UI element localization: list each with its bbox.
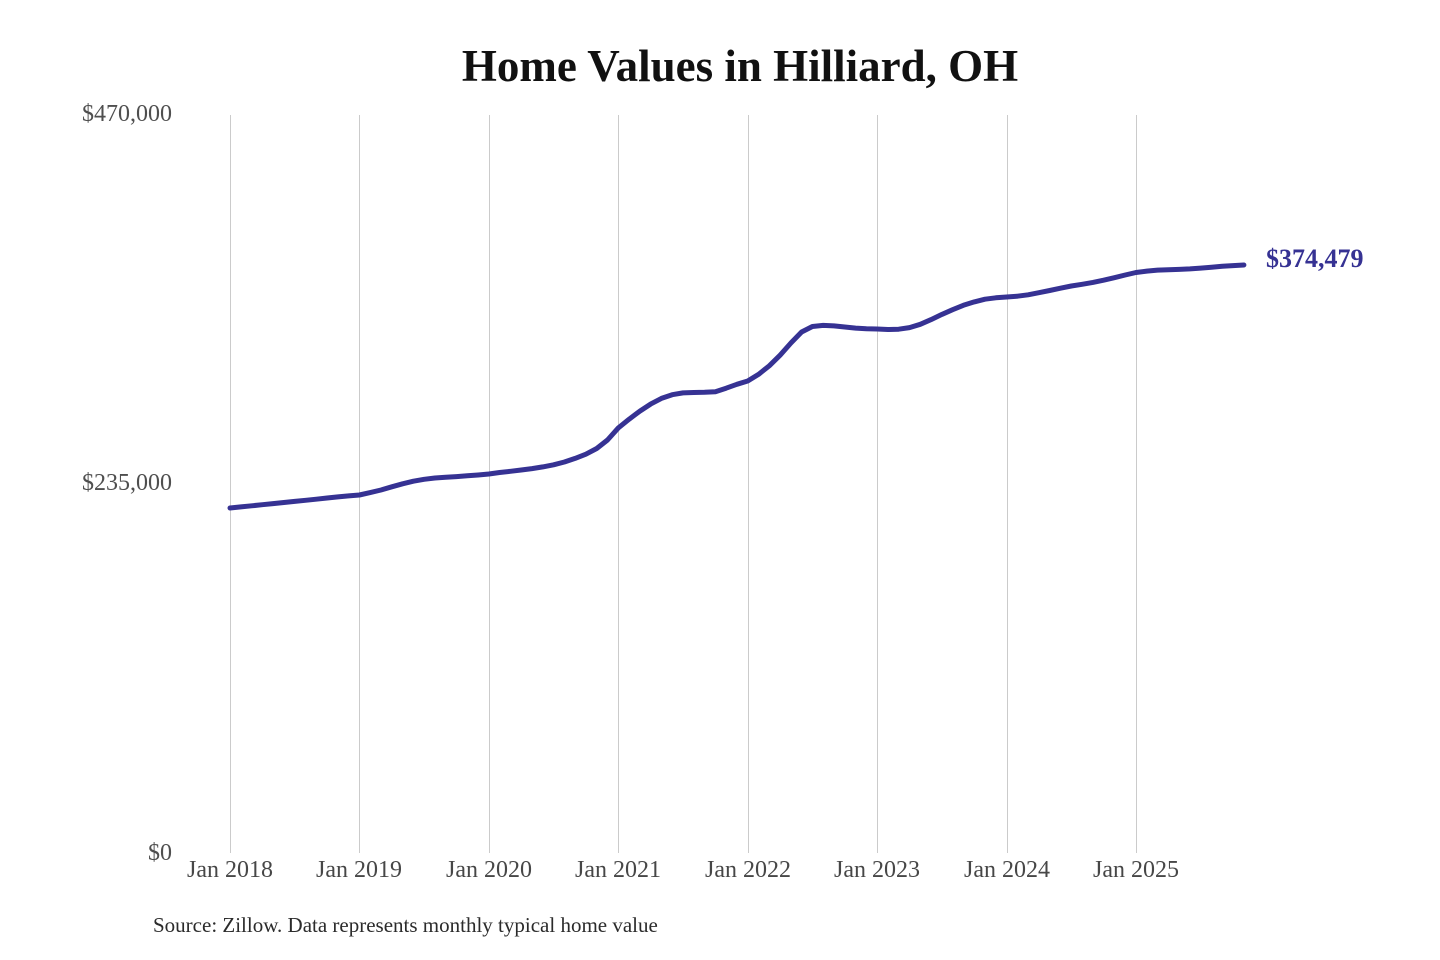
x-axis-tick-label: Jan 2021 xyxy=(575,857,661,883)
gridline-jan-2022 xyxy=(748,115,749,853)
latest-value-label: $374,479 xyxy=(1266,244,1364,273)
y-axis-tick-label-top: $470,000 xyxy=(82,101,172,127)
x-axis-tick-label: Jan 2024 xyxy=(964,857,1050,883)
x-axis-tick-label: Jan 2025 xyxy=(1093,857,1179,883)
home-value-line xyxy=(227,262,1247,511)
x-axis-tick-label: Jan 2018 xyxy=(187,857,273,883)
gridline-jan-2018 xyxy=(230,115,231,853)
gridline-jan-2021 xyxy=(618,115,619,853)
x-axis-tick-label: Jan 2023 xyxy=(834,857,920,883)
y-axis-tick-label-middle: $235,000 xyxy=(82,470,172,496)
gridline-jan-2024 xyxy=(1007,115,1008,853)
x-axis-tick-label: Jan 2019 xyxy=(316,857,402,883)
gridline-jan-2019 xyxy=(359,115,360,853)
gridline-jan-2020 xyxy=(489,115,490,853)
x-axis-tick-label: Jan 2022 xyxy=(705,857,791,883)
gridline-jan-2023 xyxy=(877,115,878,853)
y-axis-tick-label-zero: $0 xyxy=(148,840,172,866)
gridline-jan-2025 xyxy=(1136,115,1137,853)
chart-title: Home Values in Hilliard, OH xyxy=(461,41,1019,91)
source-note: Source: Zillow. Data represents monthly … xyxy=(153,913,658,937)
x-axis-tick-label: Jan 2020 xyxy=(446,857,532,883)
